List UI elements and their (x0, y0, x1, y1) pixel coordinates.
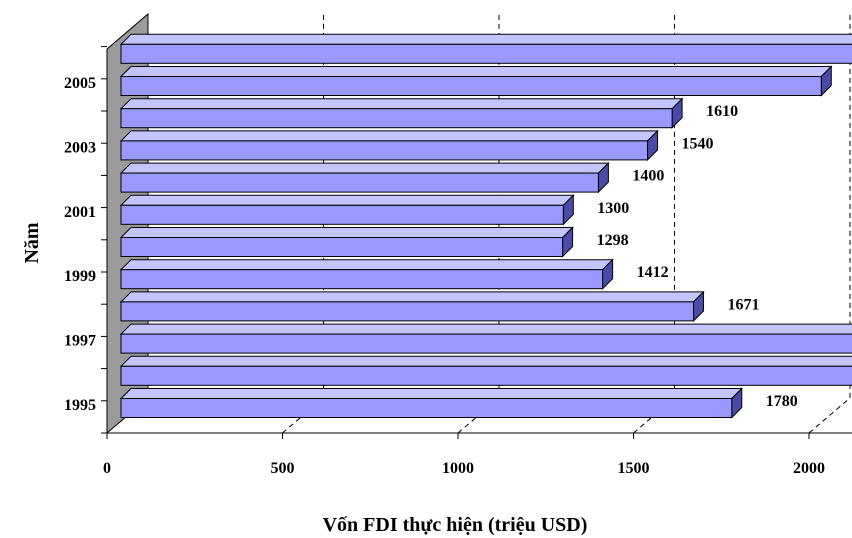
bar (119, 65, 833, 97)
y-tick-label: 1999 (64, 268, 96, 285)
data-label: 1540 (682, 135, 714, 152)
y-tick-label: 2001 (64, 204, 96, 221)
y-axis-title: Năm (21, 222, 43, 263)
axes (101, 46, 852, 439)
data-label: 1610 (706, 103, 738, 120)
data-label: 1780 (766, 393, 798, 410)
bar (119, 226, 574, 258)
y-tick-labels: 1995 1997 1999 2001 2003 2005 (64, 75, 96, 414)
data-label: 1300 (597, 200, 629, 217)
x-tick-label: 1500 (618, 460, 650, 477)
x-tick-label: 2000 (793, 460, 825, 477)
bar (119, 194, 575, 226)
x-tick-labels: 05001000150020002500300035004000 (103, 460, 825, 477)
y-tick-label: 1995 (64, 397, 96, 414)
bar (119, 387, 743, 419)
y-tick-label: 2003 (64, 139, 96, 156)
data-label: 1671 (728, 296, 760, 313)
data-label: 1400 (632, 168, 664, 185)
y-tick-label: 2005 (64, 75, 96, 92)
bar (119, 258, 614, 290)
x-axis-title: Vốn FDI thực hiện (triệu USD) (323, 514, 588, 536)
y-tick-label: 1997 (64, 333, 96, 350)
bar (119, 97, 684, 129)
x-tick-label: 1000 (442, 460, 474, 477)
x-tick-label: 500 (271, 460, 295, 477)
data-label: 1412 (637, 264, 669, 281)
bar (119, 129, 659, 162)
bar (119, 161, 610, 194)
x-tick-label: 0 (103, 460, 111, 477)
data-labels: 1780239522201671141212981300140015401610… (597, 103, 798, 410)
bars (119, 33, 852, 419)
bar (119, 33, 852, 64)
bar (119, 323, 852, 354)
bar (119, 355, 852, 386)
gridline (808, 14, 851, 434)
bar (119, 290, 705, 323)
gridline (633, 14, 675, 434)
data-label: 1298 (597, 232, 629, 249)
